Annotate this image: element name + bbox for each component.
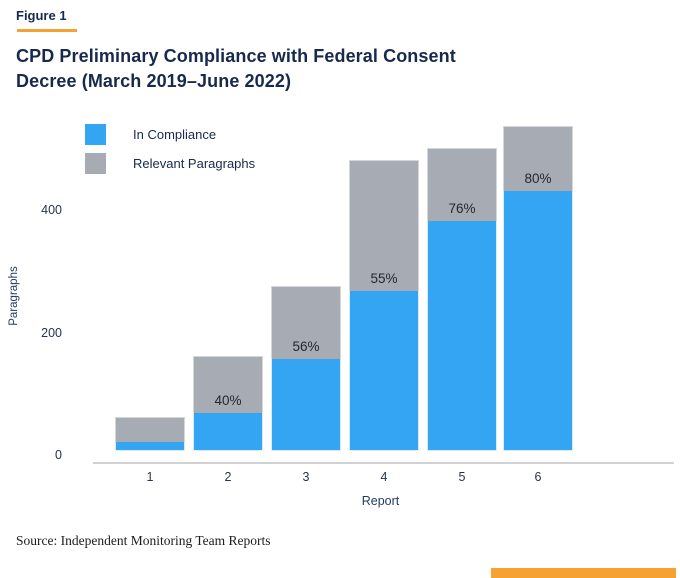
legend-item: Relevant Paragraphs	[85, 153, 255, 174]
bar-in-compliance-report-4	[349, 291, 419, 451]
chart-legend: In Compliance Relevant Paragraphs	[85, 124, 255, 182]
legend-label: In Compliance	[133, 127, 217, 142]
bar-percentage-label: 40%	[214, 393, 242, 408]
figure-label: Figure 1	[16, 8, 67, 23]
chart-title-line-1: CPD Preliminary Compliance with Federal …	[16, 46, 456, 66]
y-tick-200: 200	[41, 325, 62, 340]
source-note: Source: Independent Monitoring Team Repo…	[16, 533, 271, 548]
x-tick-4: 4	[380, 470, 388, 484]
legend-swatch-1	[85, 153, 106, 174]
bar-in-compliance-report-1	[115, 441, 185, 451]
y-tick-400: 400	[41, 203, 62, 217]
legend-swatch-0	[85, 124, 106, 145]
bar-in-compliance-report-3	[271, 358, 341, 451]
x-tick-1: 1	[146, 470, 154, 484]
bar-in-compliance-report-5	[427, 220, 497, 451]
x-tick-3: 3	[302, 470, 310, 484]
legend-label: Relevant Paragraphs	[133, 156, 256, 171]
x-axis-label: Report	[361, 494, 400, 508]
chart-title-line-2: Decree (March 2019–June 2022)	[16, 71, 292, 91]
bar-in-compliance-report-2	[193, 413, 263, 451]
legend-item: In Compliance	[85, 124, 255, 145]
bar-percentage-label: 56%	[292, 338, 320, 354]
x-axis-line	[93, 462, 674, 464]
bar-percentage-label: 76%	[448, 200, 476, 216]
figure-label-underline	[17, 29, 77, 32]
y-axis-label: Paragraphs	[8, 266, 20, 326]
bar-in-compliance-report-6	[503, 191, 573, 451]
x-tick-5: 5	[458, 470, 466, 484]
footer-accent-bar	[491, 568, 676, 578]
bar-percentage-label: 55%	[370, 271, 398, 287]
x-tick-6: 6	[534, 470, 542, 484]
y-tick-0: 0	[55, 448, 62, 462]
chart-title: CPD Preliminary Compliance with Federal …	[16, 44, 456, 94]
x-tick-2: 2	[224, 470, 232, 484]
bar-percentage-label: 80%	[524, 171, 552, 187]
